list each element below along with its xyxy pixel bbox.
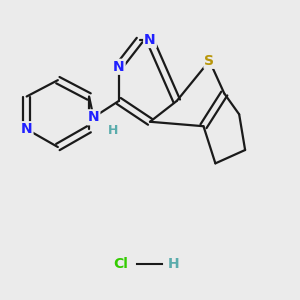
Text: H: H (168, 257, 180, 272)
Text: Cl: Cl (113, 257, 128, 272)
Text: H: H (108, 124, 118, 137)
Text: N: N (113, 60, 124, 74)
Text: N: N (21, 122, 32, 136)
Text: S: S (204, 54, 214, 68)
Text: N: N (88, 110, 99, 124)
Text: N: N (144, 33, 156, 47)
